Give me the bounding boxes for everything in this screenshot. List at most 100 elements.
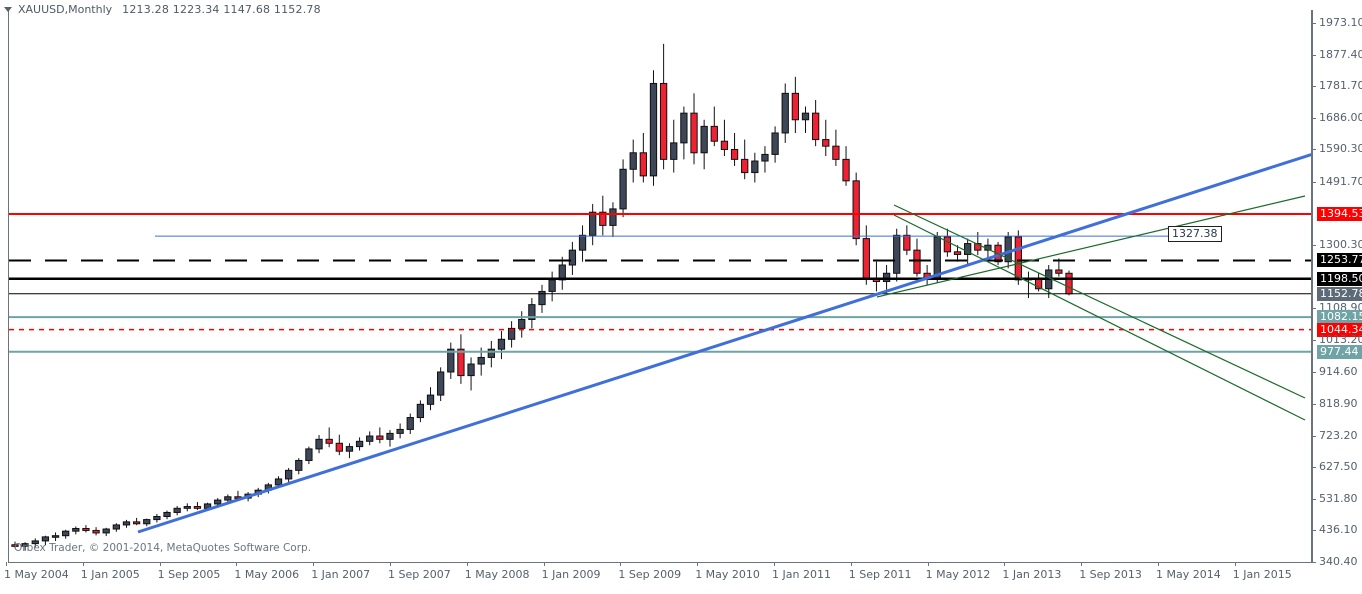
time-tick-label: 1 Jan 2005 [80, 568, 140, 581]
candle-body [832, 145, 840, 160]
time-tick-label: 1 Jan 2015 [1232, 568, 1292, 581]
candle-body [274, 478, 283, 486]
candle-body [51, 535, 60, 538]
time-tick-label: 1 Jan 2007 [311, 568, 371, 581]
candle-body [122, 521, 131, 526]
candle-body [295, 459, 303, 471]
candle-body [335, 442, 343, 452]
candle-body [670, 142, 678, 160]
time-tick [620, 562, 622, 566]
candle-body [852, 180, 860, 240]
candle-body [102, 528, 110, 534]
price-tick [1312, 23, 1316, 24]
candle-body [629, 152, 637, 170]
candle-body [143, 519, 151, 525]
time-tick-label: 1 Sep 2009 [618, 568, 682, 581]
candle-body [943, 236, 952, 253]
candle-body [862, 238, 870, 279]
uptrend-line-green[interactable] [876, 195, 1306, 298]
price-tick [1312, 308, 1316, 310]
time-tick-label: 1 Sep 2007 [388, 568, 451, 581]
candle-body [41, 536, 50, 542]
candle-body [893, 234, 901, 274]
price-axis-line [1312, 10, 1313, 562]
time-tick-label: 1 Jan 2009 [541, 568, 601, 581]
time-tick [313, 562, 315, 566]
candle-body [355, 440, 364, 448]
candle-body [1014, 236, 1022, 281]
price-tick [1312, 562, 1316, 563]
uptrend-line-blue[interactable] [137, 153, 1312, 534]
ohlc-values: 1213.28 1223.34 1147.68 1152.78 [122, 2, 321, 16]
candle-body [72, 527, 80, 532]
price-tick-label: 914.60 [1319, 365, 1358, 379]
time-tick [1004, 562, 1006, 566]
candle-body [609, 208, 617, 226]
time-tick-label: 1 Jan 2011 [772, 568, 831, 581]
candle-body [518, 318, 526, 329]
candle-body [568, 249, 577, 266]
candle-body [730, 148, 739, 160]
candle-body [548, 279, 556, 292]
candle-body [933, 236, 941, 279]
candle-body [599, 211, 607, 226]
candle-body [589, 211, 597, 236]
time-tick [236, 562, 238, 566]
time-tick-label: 1 Sep 2005 [157, 568, 221, 581]
candle-body [132, 521, 141, 525]
candle-body [680, 112, 688, 144]
price-tick [1312, 86, 1316, 88]
price-tick-label: 1300.30 [1319, 238, 1362, 252]
time-tick [466, 562, 468, 566]
candle-body [366, 435, 374, 442]
time-scale[interactable]: 1 May 2004 1 Jan 2005 1 Sep 2005 1 May 2006… [0, 562, 1362, 594]
price-callout-label[interactable]: 1327.38 [1168, 226, 1222, 242]
downtrend-line-green-upper[interactable] [893, 204, 1306, 399]
candle-body [345, 446, 354, 452]
candle-body [386, 432, 394, 440]
price-tick [1312, 181, 1316, 183]
candle-body [578, 234, 587, 251]
price-tick-label: 818.90 [1319, 397, 1358, 411]
price-tick-label: 1973.10 [1319, 16, 1362, 29]
price-tick [1312, 339, 1316, 341]
price-tag-dotted-level[interactable]: 1044.34 [1317, 322, 1362, 337]
price-tag-level[interactable]: 1082.15 [1317, 310, 1362, 325]
candle-body [741, 158, 749, 174]
time-tick-label: 1 Sep 2013 [1079, 568, 1142, 581]
candle-body [538, 290, 546, 306]
price-tag-dashed-level[interactable]: 1253.77 [1317, 253, 1362, 268]
candle-body [21, 543, 29, 547]
time-tick [543, 562, 545, 566]
price-tag-resistance[interactable]: 1394.53 [1317, 207, 1362, 221]
candle-body [11, 544, 19, 547]
time-tick-label: 1 May 2004 [4, 568, 69, 581]
chart-plot-area[interactable] [8, 10, 1312, 562]
candle-body [315, 438, 323, 450]
price-tag-level[interactable]: 977.44 [1317, 344, 1362, 359]
candlestick-series [11, 43, 1073, 551]
candle-body [710, 125, 718, 142]
time-tick [1158, 562, 1159, 566]
time-tick [1234, 562, 1236, 566]
downtrend-line-green-lower[interactable] [893, 214, 1306, 421]
candle-body [437, 371, 445, 396]
trendlines-layer [137, 153, 1312, 534]
candle-body [477, 356, 485, 365]
candle-body [1065, 272, 1073, 295]
price-tag-last-price[interactable]: 1152.78 [1317, 286, 1362, 301]
triangle-down-icon[interactable] [4, 6, 12, 12]
price-tick-label: 531.80 [1319, 491, 1358, 505]
candle-body [781, 92, 789, 134]
price-tick [1312, 117, 1316, 119]
price-tick-label: 1491.70 [1319, 174, 1362, 188]
price-tick-label: 1686.00 [1319, 110, 1362, 124]
candle-body [457, 348, 465, 377]
candle-body [751, 160, 759, 174]
candle-body [163, 511, 171, 518]
price-scale[interactable]: 1973.10 1877.40 1781.70 1686.00 1590.30 1491.… [1312, 10, 1362, 568]
price-tick [1312, 245, 1316, 247]
price-tag-support[interactable]: 1198.50 [1317, 271, 1362, 286]
candle-body [62, 530, 70, 537]
